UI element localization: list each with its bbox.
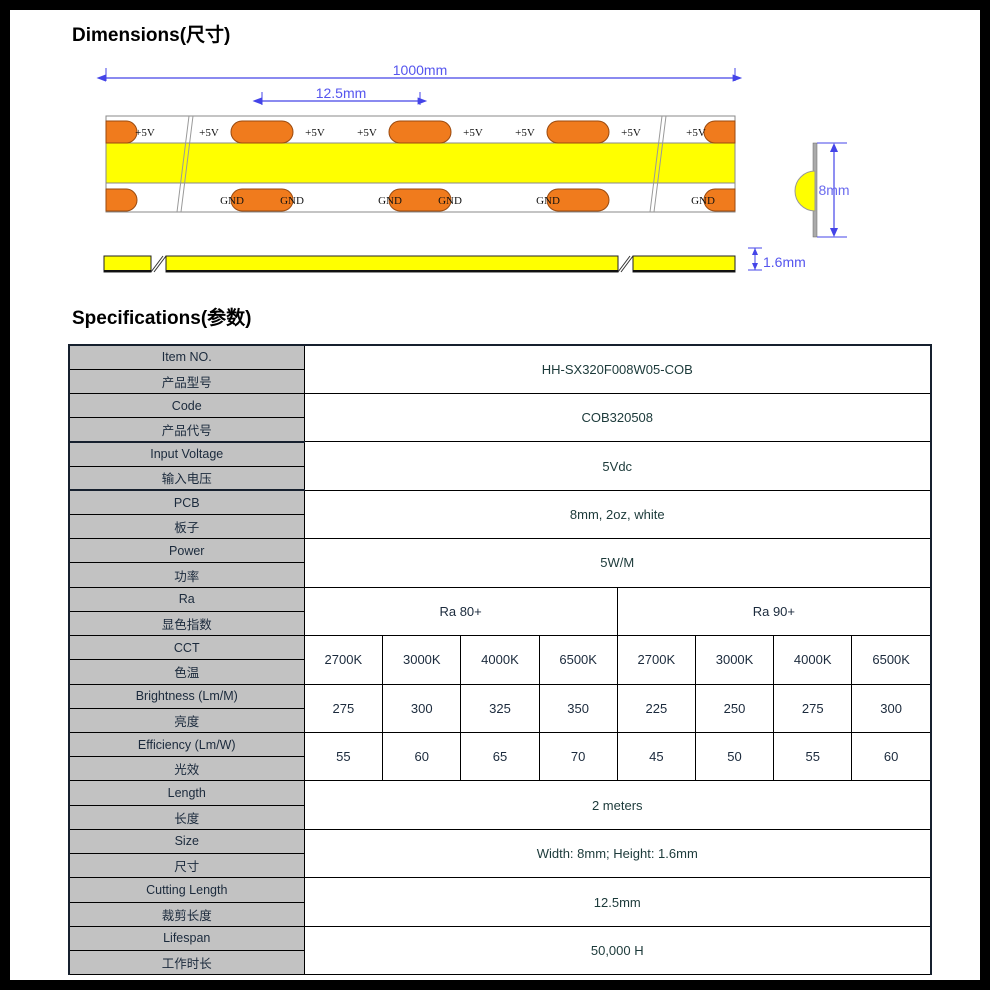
svg-text:+5V: +5V (463, 127, 483, 139)
svg-text:GND: GND (691, 195, 715, 207)
svg-text:8mm: 8mm (818, 182, 849, 198)
svg-text:GND: GND (280, 195, 304, 207)
svg-text:+5V: +5V (515, 127, 535, 139)
svg-text:12.5mm: 12.5mm (316, 85, 367, 101)
svg-text:+5V: +5V (357, 127, 377, 139)
svg-text:GND: GND (438, 195, 462, 207)
svg-text:1.6mm: 1.6mm (763, 254, 806, 270)
svg-text:GND: GND (378, 195, 402, 207)
svg-text:+5V: +5V (305, 127, 325, 139)
svg-text:1000mm: 1000mm (393, 62, 447, 78)
svg-text:GND: GND (536, 195, 560, 207)
svg-text:+5V: +5V (621, 127, 641, 139)
svg-text:+5V: +5V (135, 127, 155, 139)
svg-text:GND: GND (220, 195, 244, 207)
svg-text:+5V: +5V (686, 127, 706, 139)
svg-text:+5V: +5V (199, 127, 219, 139)
